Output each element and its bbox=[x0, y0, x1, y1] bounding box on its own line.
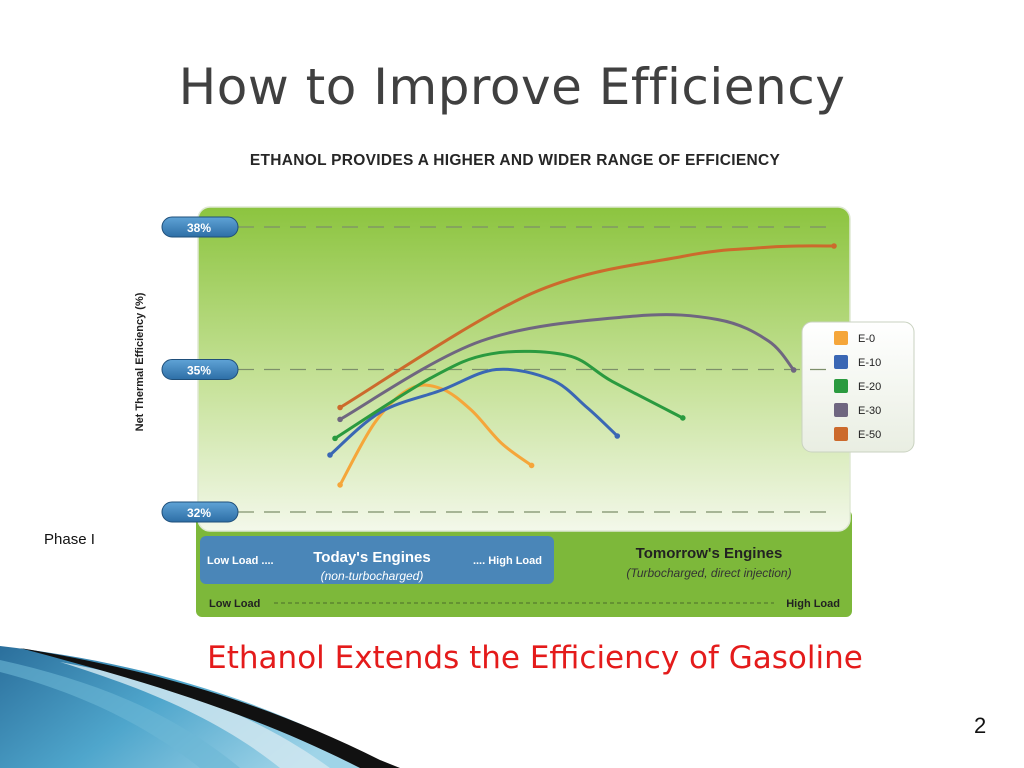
legend-swatch-e0 bbox=[834, 331, 848, 345]
legend-swatch-e10 bbox=[834, 355, 848, 369]
series-line-e30 bbox=[338, 313, 796, 421]
legend-label-e10: E-10 bbox=[858, 357, 881, 369]
legend-label-e50: E-50 bbox=[858, 429, 881, 441]
y-tick-pill bbox=[161, 501, 239, 523]
legend-swatch-e20 bbox=[834, 379, 848, 393]
tomorrow-engines-sub: (Turbocharged, direct injection) bbox=[626, 566, 791, 580]
slide-subtitle: Ethanol Extends the Efficiency of Gasoli… bbox=[207, 640, 863, 676]
series-endpoint-e30 bbox=[337, 416, 343, 423]
legend-label-e30: E-30 bbox=[858, 405, 881, 417]
series-endpoint-e50 bbox=[337, 404, 343, 411]
phase-label: Phase I bbox=[44, 531, 95, 548]
series-endpoint-e0 bbox=[528, 462, 535, 469]
today-low-load: Low Load .... bbox=[207, 555, 274, 567]
today-engines-label: Today's Engines bbox=[313, 549, 430, 566]
series-endpoint-e10 bbox=[614, 433, 621, 439]
series-line-e50 bbox=[338, 244, 836, 409]
series-endpoint-e50 bbox=[831, 243, 837, 249]
series-endpoint-e20 bbox=[680, 415, 686, 421]
y-tick-label: 35% bbox=[187, 364, 211, 378]
legend-box bbox=[801, 321, 915, 453]
today-high-load: .... High Load bbox=[473, 555, 542, 567]
series-line-e10 bbox=[328, 367, 619, 457]
legend-label-e20: E-20 bbox=[858, 381, 881, 393]
tomorrow-engines-label: Tomorrow's Engines bbox=[636, 545, 783, 562]
slide-title: How to Improve Efficiency bbox=[178, 58, 846, 116]
legend-swatch-e30 bbox=[834, 403, 848, 417]
y-tick-pill bbox=[161, 359, 239, 380]
series-endpoint-e0 bbox=[337, 482, 343, 488]
y-tick-pill bbox=[161, 216, 239, 238]
legend-swatch-e50 bbox=[834, 427, 848, 441]
series-endpoint-e30 bbox=[790, 367, 797, 373]
today-engines-sub: (non-turbocharged) bbox=[321, 569, 424, 583]
today-band bbox=[200, 536, 554, 584]
legend-label-e0: E-0 bbox=[858, 333, 875, 345]
chart-title: ETHANOL PROVIDES A HIGHER AND WIDER RANG… bbox=[249, 152, 781, 169]
series-endpoint-e20 bbox=[332, 435, 338, 442]
page-number: 2 bbox=[974, 713, 987, 738]
series-line-e0 bbox=[338, 383, 534, 487]
y-tick-label: 32% bbox=[187, 506, 211, 520]
series-line-e20 bbox=[333, 349, 685, 440]
efficiency-chart: 38% 35% 32% E-0 E-10 E-20 E-30 E-50 Net Therma… bbox=[134, 206, 915, 617]
y-tick-label: 38% bbox=[187, 221, 211, 235]
y-axis-label: Net Thermal Efficiency (%) bbox=[134, 292, 146, 431]
bottom-low-load: Low Load bbox=[209, 598, 260, 610]
bottom-high-load: High Load bbox=[786, 598, 840, 610]
series-endpoint-e10 bbox=[327, 452, 333, 458]
